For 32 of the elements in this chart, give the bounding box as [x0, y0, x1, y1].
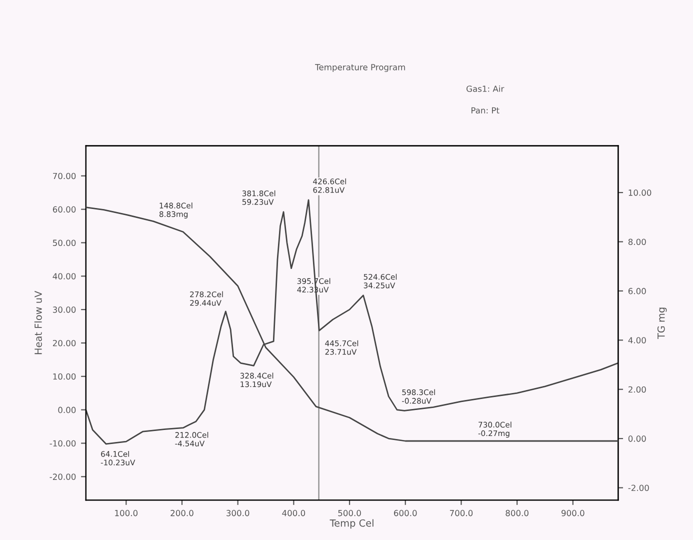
x-tick-label: 900.0	[562, 510, 584, 516]
y2-tick-label: 0.00	[628, 436, 646, 442]
text: Gas1: Air	[466, 85, 504, 92]
x-tick-label: 600.0	[394, 510, 417, 516]
y-tick-label: 50.00	[52, 240, 76, 246]
x-tick-label: 100.0	[115, 510, 138, 516]
y-tick-label: -20.00	[50, 474, 76, 480]
y2-tick-label: 10.00	[628, 190, 652, 196]
x-tick-label: 200.0	[170, 510, 194, 516]
x-tick-label: 800.0	[506, 510, 528, 516]
y2-axis-title: TG mg	[657, 308, 667, 340]
x-tick-label: 300.0	[226, 510, 250, 516]
y-tick-label: 0.00	[58, 406, 76, 414]
y2-tick-label: -2.00	[628, 484, 649, 492]
y2-tick-label: 8.00	[628, 238, 646, 246]
y2-tick-label: 4.00	[628, 337, 646, 344]
y-tick-label: 10.00	[53, 373, 76, 380]
y-axis-title: Heat Flow uV	[34, 290, 42, 354]
y2-tick-label: 2.00	[628, 386, 646, 393]
y-tick-label: 30.00	[52, 306, 76, 313]
x-tick-label: 400.0	[282, 510, 306, 516]
x-tick-label: 500.0	[338, 510, 361, 516]
y2-tick-label: 6.00	[628, 288, 646, 294]
text: Pan: Pt	[472, 107, 500, 114]
y-tick-label: -10.00	[50, 440, 76, 447]
y-tick-label: 20.00	[52, 340, 76, 346]
x-tick-label: 700.0	[450, 510, 473, 516]
y-tick-label: 70.00	[53, 172, 76, 180]
x-axis-title: Temp Cel	[330, 519, 374, 529]
y-tick-label: 60.00	[52, 206, 76, 213]
y-tick-label: 40.00	[52, 273, 76, 280]
text: Temperature Program	[315, 64, 405, 72]
